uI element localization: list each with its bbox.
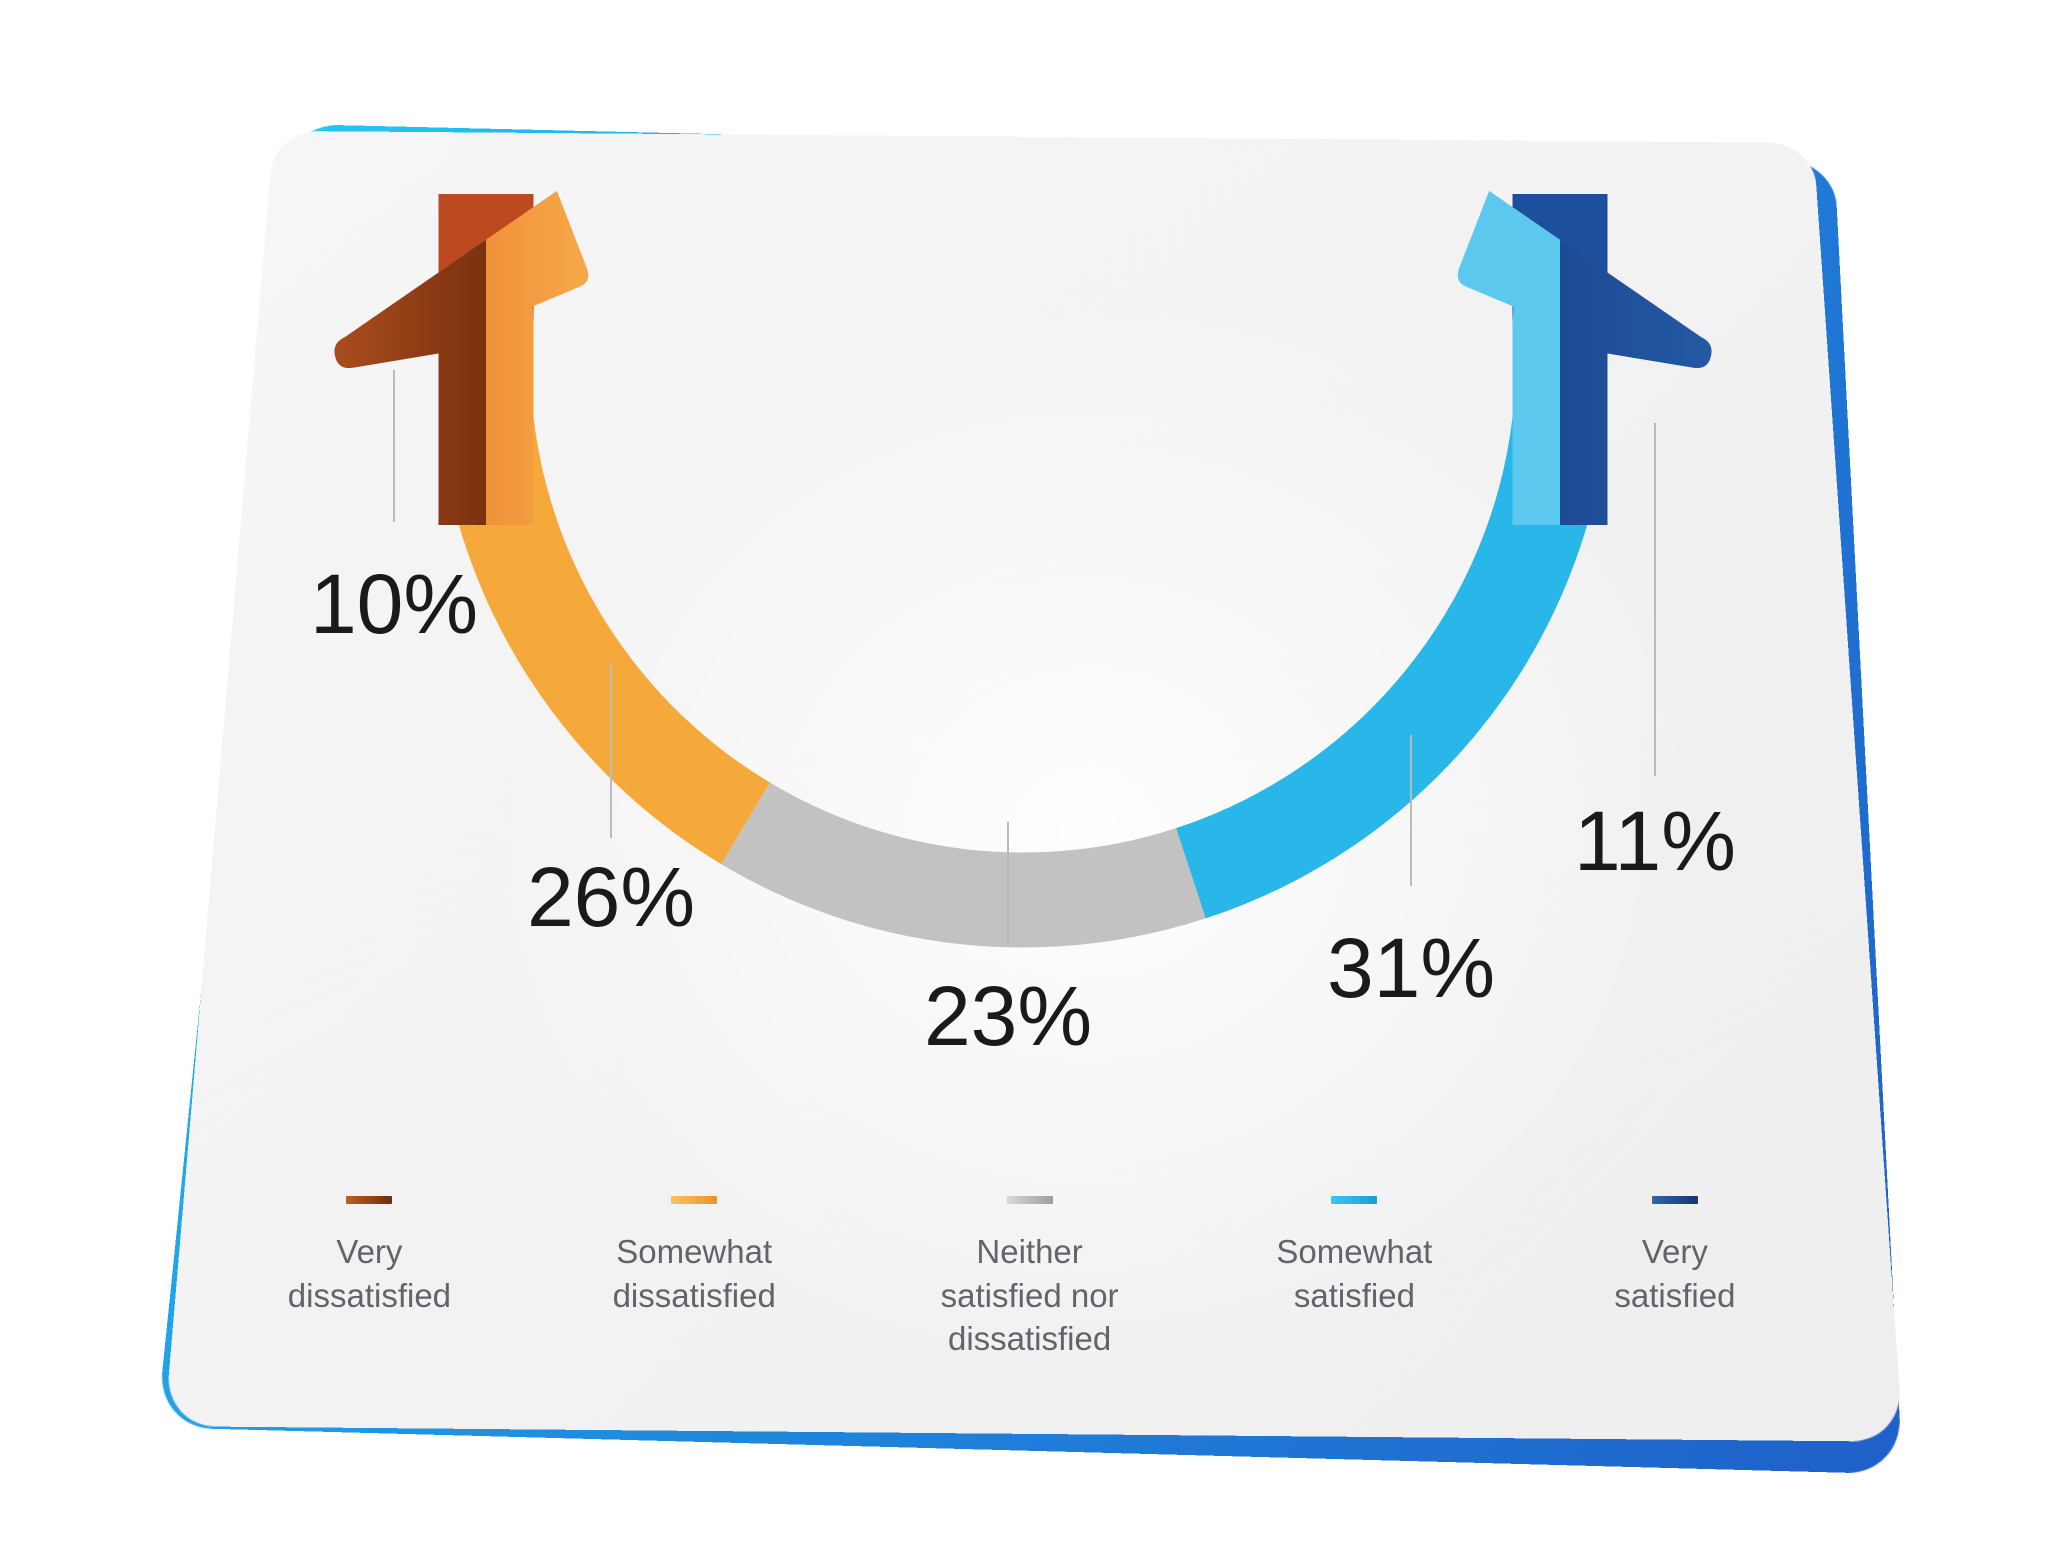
svg-text:23%: 23% bbox=[924, 969, 1092, 1055]
svg-text:11%: 11% bbox=[1574, 794, 1736, 888]
svg-text:31%: 31% bbox=[1327, 921, 1495, 1015]
svg-text:10%: 10% bbox=[310, 557, 478, 651]
svg-text:26%: 26% bbox=[527, 850, 695, 944]
